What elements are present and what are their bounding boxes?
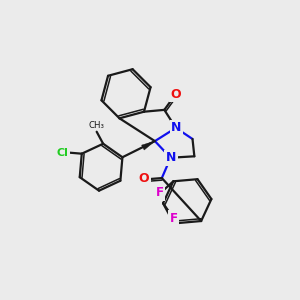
Polygon shape xyxy=(142,141,155,150)
Text: O: O xyxy=(170,88,181,101)
Text: Cl: Cl xyxy=(56,148,68,158)
Text: F: F xyxy=(155,186,164,199)
Text: CH₃: CH₃ xyxy=(88,121,104,130)
Text: F: F xyxy=(170,212,178,225)
Text: N: N xyxy=(171,122,182,134)
Text: N: N xyxy=(166,151,176,164)
Text: O: O xyxy=(139,172,149,184)
